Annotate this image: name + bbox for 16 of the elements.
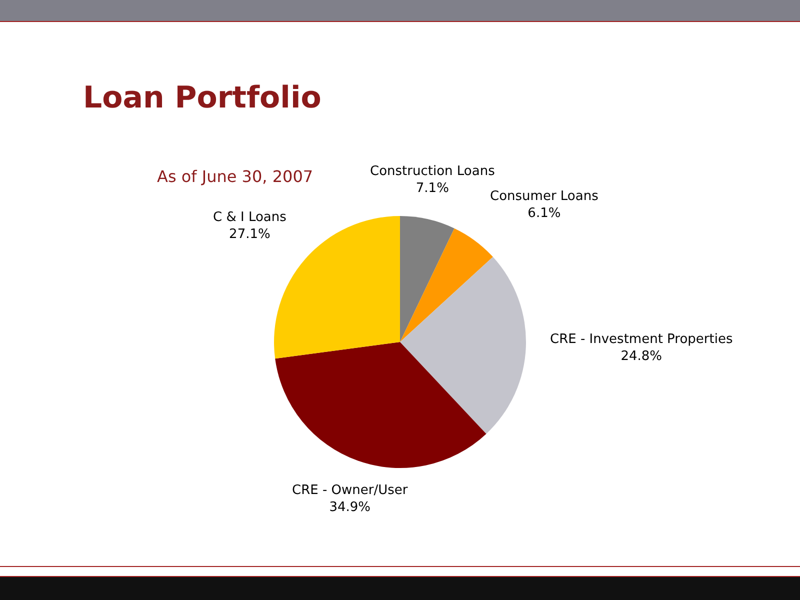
slice-label: CRE - Owner/User — [292, 483, 408, 498]
slice-label: C & I Loans — [213, 210, 287, 225]
slice-label: Consumer Loans — [490, 189, 599, 204]
pie-slice — [400, 228, 493, 342]
data-label: 6.1% — [528, 206, 561, 221]
pie-slice — [400, 216, 454, 342]
slice-label: CRE - Investment Properties — [550, 332, 733, 347]
chart-subtitle: As of June 30, 2007 — [157, 167, 314, 186]
slice-label: Construction Loans — [370, 164, 496, 179]
pie-slice — [275, 342, 486, 468]
chart-title: Loan Portfolio — [83, 80, 322, 116]
data-label: 7.1% — [416, 180, 449, 196]
data-label: 24.8% — [620, 348, 662, 364]
data-label: 27.1% — [229, 226, 270, 242]
pie-slice — [400, 256, 526, 434]
data-label: 34.9% — [329, 500, 371, 515]
